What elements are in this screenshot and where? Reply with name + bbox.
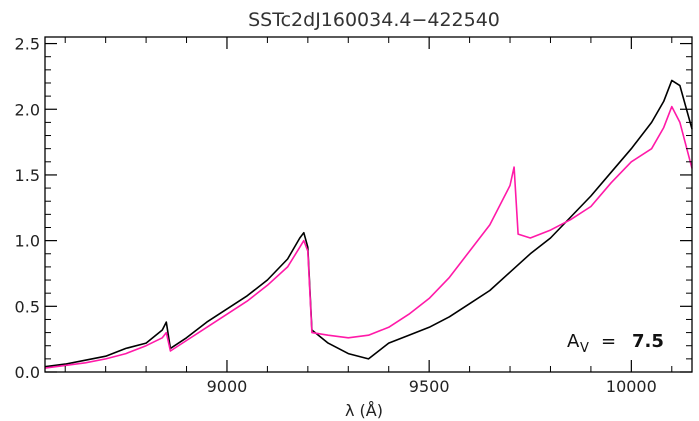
x-tick-label: 9500: [409, 377, 450, 396]
series-line-2: [44, 105, 693, 369]
series-line-1: [44, 79, 693, 368]
x-tick-label: 10000: [606, 377, 657, 396]
y-tick-label: 0.0: [15, 363, 40, 382]
chart-title: SSTc2dJ160034.4−422540: [248, 9, 500, 31]
y-tick-label: 2.5: [15, 35, 40, 54]
plot-frame: [44, 36, 693, 373]
av-annotation: A V = 7.5: [567, 331, 664, 356]
y-tick-label: 2.0: [15, 100, 40, 119]
series-layer: [44, 79, 693, 369]
av-label: A: [567, 331, 580, 352]
axes-layer: 0.0 0.5 1.0 1.5 2.0 2.5 9000 9500 10000: [15, 35, 693, 396]
x-tick-label: 9000: [207, 377, 248, 396]
y-tick-label: 0.5: [15, 297, 40, 316]
y-tick-label: 1.5: [15, 166, 40, 185]
av-equals: =: [601, 331, 616, 352]
y-tick-label: 1.0: [15, 232, 40, 251]
x-axis-label: λ (Å): [345, 401, 383, 420]
av-value: 7.5: [632, 331, 664, 352]
av-subscript: V: [580, 341, 589, 356]
